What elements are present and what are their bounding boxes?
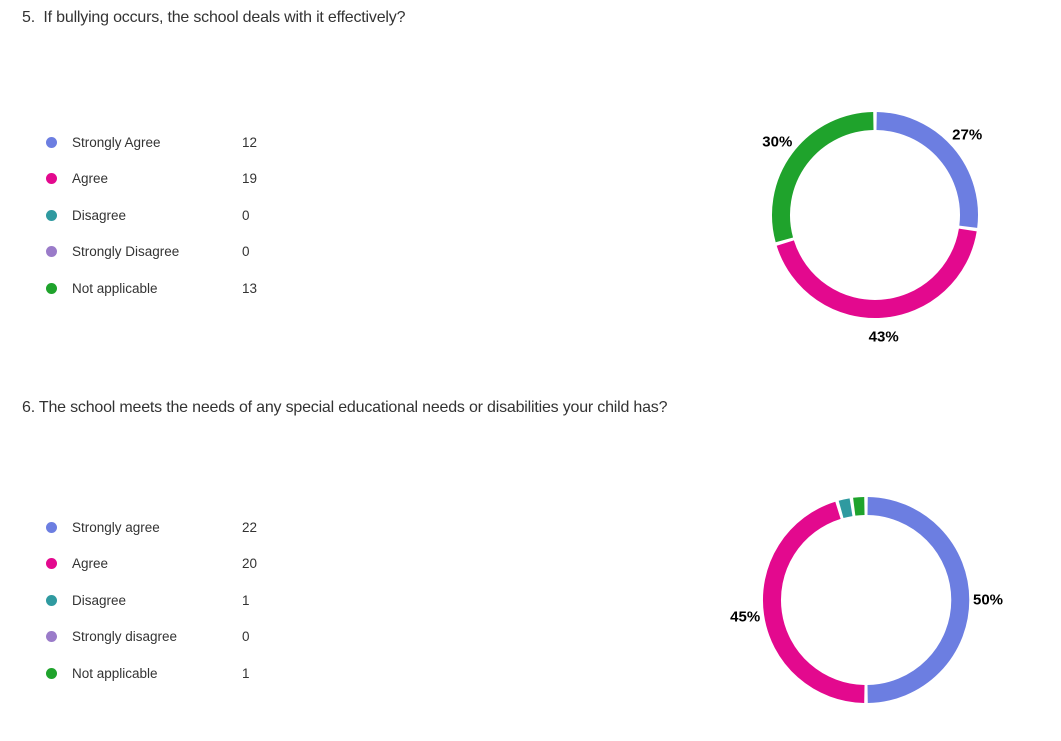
legend-color-dot-icon <box>46 631 57 643</box>
donut-segment-disagree <box>838 498 853 519</box>
legend-label: Not applicable <box>72 280 158 296</box>
legend-count: 19 <box>242 171 258 187</box>
legend-count: 0 <box>242 629 250 645</box>
legend-color-dot-icon <box>46 246 57 258</box>
legend-count: 1 <box>242 592 250 608</box>
chart-legend: Strongly agree 22 Agree 20 Disagree 1 <box>46 509 257 692</box>
legend-item: Disagree 0 <box>46 197 257 234</box>
donut-chart-svg <box>772 112 978 319</box>
legend-item: Disagree 1 <box>46 582 257 619</box>
question-title: 6. The school meets the needs of any spe… <box>22 399 668 416</box>
donut-segment-agree <box>776 228 977 319</box>
legend-color-dot-icon <box>46 667 57 679</box>
legend-label: Agree <box>72 556 109 572</box>
legend-color-dot-icon <box>46 521 57 533</box>
percent-label: 30% <box>762 133 793 151</box>
donut-chart-svg <box>762 497 970 703</box>
legend-count: 0 <box>242 207 250 223</box>
legend-label: Strongly disagree <box>72 629 178 645</box>
legend-color-dot-icon <box>46 282 57 294</box>
legend-color-dot-icon <box>46 209 57 221</box>
legend-label: Agree <box>72 171 109 187</box>
donut-segment-strongly-agree <box>867 497 970 703</box>
legend-item: Not applicable 13 <box>46 270 257 307</box>
legend-color-dot-icon <box>46 558 57 570</box>
donut-segment-not-applicable <box>853 497 865 516</box>
legend-count: 22 <box>242 519 258 535</box>
legend-count: 1 <box>242 665 250 681</box>
percent-label: 27% <box>952 126 983 144</box>
donut-segment-not-applicable <box>772 112 874 243</box>
legend-item: Strongly Agree 12 <box>46 124 257 161</box>
legend-label: Disagree <box>72 207 127 223</box>
legend-color-dot-icon <box>46 136 57 148</box>
legend-item: Agree 19 <box>46 161 257 198</box>
percent-label: 43% <box>868 328 899 346</box>
legend-item: Strongly disagree 0 <box>46 619 257 656</box>
chart-legend: Strongly Agree 12 Agree 19 Disagree 0 <box>46 124 257 307</box>
legend-item: Not applicable 1 <box>46 655 257 692</box>
percent-label: 50% <box>972 591 1004 609</box>
legend-item: Strongly agree 22 <box>46 509 257 546</box>
legend-label: Strongly Agree <box>72 134 161 150</box>
legend-count: 0 <box>242 244 250 260</box>
percent-label: 45% <box>730 608 761 626</box>
donut-chart: 27% 43% 30% <box>745 85 1005 345</box>
legend-label: Strongly agree <box>72 519 160 535</box>
donut-segment-strongly-agree <box>876 112 978 228</box>
legend-item: Strongly Disagree 0 <box>46 234 257 271</box>
donut-chart: 50% 45% <box>730 470 1003 730</box>
legend-label: Disagree <box>72 592 127 608</box>
legend-label: Not applicable <box>72 665 158 681</box>
legend-label: Strongly Disagree <box>72 244 180 260</box>
legend-count: 20 <box>242 556 258 572</box>
legend-item: Agree 20 <box>46 546 257 583</box>
donut-segment-agree <box>762 501 865 703</box>
legend-color-dot-icon <box>46 173 57 185</box>
legend-color-dot-icon <box>46 594 57 606</box>
legend-count: 12 <box>242 134 258 150</box>
question-title: 5. If bullying occurs, the school deals … <box>22 9 406 26</box>
legend-count: 13 <box>242 280 258 296</box>
